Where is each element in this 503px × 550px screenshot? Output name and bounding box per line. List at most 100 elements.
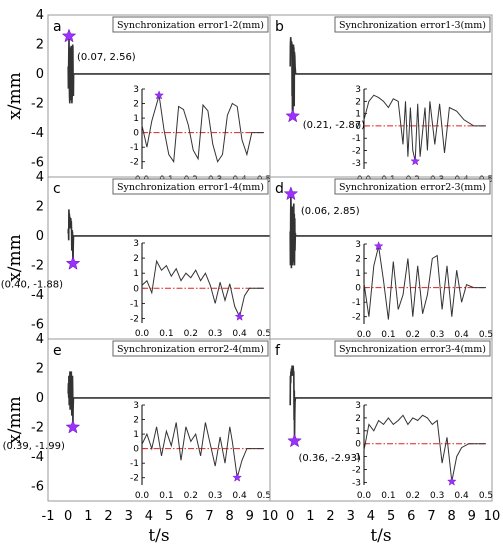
x-tick-label: 2 <box>104 509 112 524</box>
y-tick-label: 2 <box>36 361 44 376</box>
inset-x-tick-label: 0.3 <box>430 330 444 340</box>
inset-series-line <box>363 94 486 162</box>
inset-x-tick-label: 0.4 <box>232 491 247 501</box>
x-tick-label: 5 <box>165 509 173 524</box>
inset-y-tick-label: 1 <box>355 110 361 120</box>
y-tick-label: 0 <box>36 67 44 82</box>
inset-peak-marker <box>410 156 421 166</box>
inset-y-tick-label: 3 <box>355 85 361 95</box>
peak-annotation: (0.39, -1.99) <box>3 441 65 452</box>
inset-x-tick-label: 0.2 <box>184 491 198 501</box>
x-tick-label: 1 <box>306 509 314 524</box>
inset-y-tick-label: 0 <box>133 129 139 139</box>
inset-y-tick-label: -2 <box>352 313 361 323</box>
inset-y-tick-label: -2 <box>130 158 139 168</box>
y-tick-label: -2 <box>31 420 44 435</box>
y-tick-label: -2 <box>31 258 44 273</box>
inset-series-line <box>141 259 264 319</box>
inset-x-tick-label: 0.3 <box>430 491 444 501</box>
panel-letter: f <box>275 343 281 359</box>
y-tick-label: -4 <box>31 288 44 303</box>
y-tick-label: 2 <box>36 199 44 214</box>
inset-series-line <box>141 95 264 164</box>
panel-letter: a <box>53 19 62 35</box>
inset-y-tick-label: -1 <box>352 134 361 144</box>
x-tick-label: 2 <box>326 509 334 524</box>
x-tick-label: 7 <box>205 509 213 524</box>
y-tick-label: -2 <box>31 96 44 111</box>
y-tick-label: 4 <box>36 332 44 347</box>
inset-y-tick-label: 1 <box>133 430 139 440</box>
panel-title-box <box>334 340 491 357</box>
y-tick-label: -6 <box>31 155 44 170</box>
panel-title: Synchronization error1-2(mm) <box>117 20 264 31</box>
peak-marker <box>61 28 77 43</box>
peak-annotation: (0.21, -2.87) <box>303 120 365 131</box>
inset-peak-marker <box>232 472 242 482</box>
x-tick-label: 5 <box>387 509 395 524</box>
x-axis-label: t/s <box>370 526 391 546</box>
error-series-line <box>67 209 270 264</box>
inset-y-tick-label: -3 <box>352 478 361 488</box>
panel-f: (0.36, -2.93) f Synchronization error3-4(m… <box>269 338 493 502</box>
y-axis-label: x/mm <box>5 72 25 120</box>
x-tick-label: 8 <box>225 509 233 524</box>
panel-d: (0.06, 2.85) d Synchronization error2-3(mm… <box>269 176 493 340</box>
inset-x-tick-label: 0.0 <box>357 491 372 501</box>
peak-annotation: (0.40, -1.88) <box>1 280 63 291</box>
error-series-line <box>67 36 270 104</box>
x-tick-label: 10 <box>484 509 501 524</box>
x-tick-label: 6 <box>407 509 415 524</box>
inset-series-line <box>363 246 486 320</box>
x-tick-label: 1 <box>84 509 92 524</box>
inset-y-tick-label: 2 <box>133 254 139 264</box>
inset-y-tick-label: -2 <box>130 314 139 324</box>
inset-y-tick-label: 0 <box>133 284 139 294</box>
y-tick-label: 4 <box>36 8 44 23</box>
inset-y-tick-label: -3 <box>352 159 361 169</box>
inset-y-tick-label: 2 <box>355 255 361 265</box>
error-series-line <box>289 193 492 269</box>
peak-marker <box>287 433 302 448</box>
panel-a: 4 2 0 -2 -4 -6 (0.07, 2.56) a Synchronization er… <box>31 8 271 185</box>
inset-x-tick-label: 0.4 <box>454 491 469 501</box>
panel-title-box <box>112 16 269 33</box>
inset-y-tick-label: -2 <box>352 466 361 476</box>
inset-x-tick-label: 0.5 <box>479 330 493 340</box>
inset-x-tick-label: 0.2 <box>406 491 420 501</box>
panel-title-box <box>334 178 491 195</box>
panel-border <box>269 176 493 340</box>
panel-letter: b <box>275 19 284 35</box>
error-series-line <box>67 371 270 428</box>
panel-b: (0.21, -2.87) b Synchronization error1-3(m… <box>269 14 493 185</box>
panel-border <box>47 176 271 340</box>
inset-y-tick-label: 1 <box>133 269 139 279</box>
panel-letter: e <box>53 343 62 359</box>
inset-y-tick-label: -1 <box>130 299 139 309</box>
inset-x-tick-label: 0.0 <box>357 330 372 340</box>
inset-x-tick-label: 0.1 <box>159 329 173 339</box>
panel-border <box>269 338 493 502</box>
inset-y-tick-label: 3 <box>355 401 361 411</box>
inset-peak-marker <box>154 90 164 100</box>
x-tick-label: 4 <box>145 509 153 524</box>
inset-y-tick-label: 2 <box>355 97 361 107</box>
inset-x-tick-label: 0.5 <box>479 491 493 501</box>
inset-x-tick-label: 0.0 <box>135 491 150 501</box>
inset-y-tick-label: 0 <box>133 445 139 455</box>
x-tick-label: 0 <box>64 509 72 524</box>
y-tick-label: 0 <box>36 229 44 244</box>
x-tick-label: -1 <box>42 509 55 524</box>
inset-y-tick-label: -2 <box>130 474 139 484</box>
x-tick-label: 7 <box>427 509 435 524</box>
inset-y-tick-label: 0 <box>355 284 361 294</box>
x-tick-label: 6 <box>185 509 193 524</box>
inset-y-tick-label: 3 <box>133 85 139 95</box>
inset-x-tick-label: 0.1 <box>159 491 173 501</box>
x-tick-label: 10 <box>262 509 279 524</box>
